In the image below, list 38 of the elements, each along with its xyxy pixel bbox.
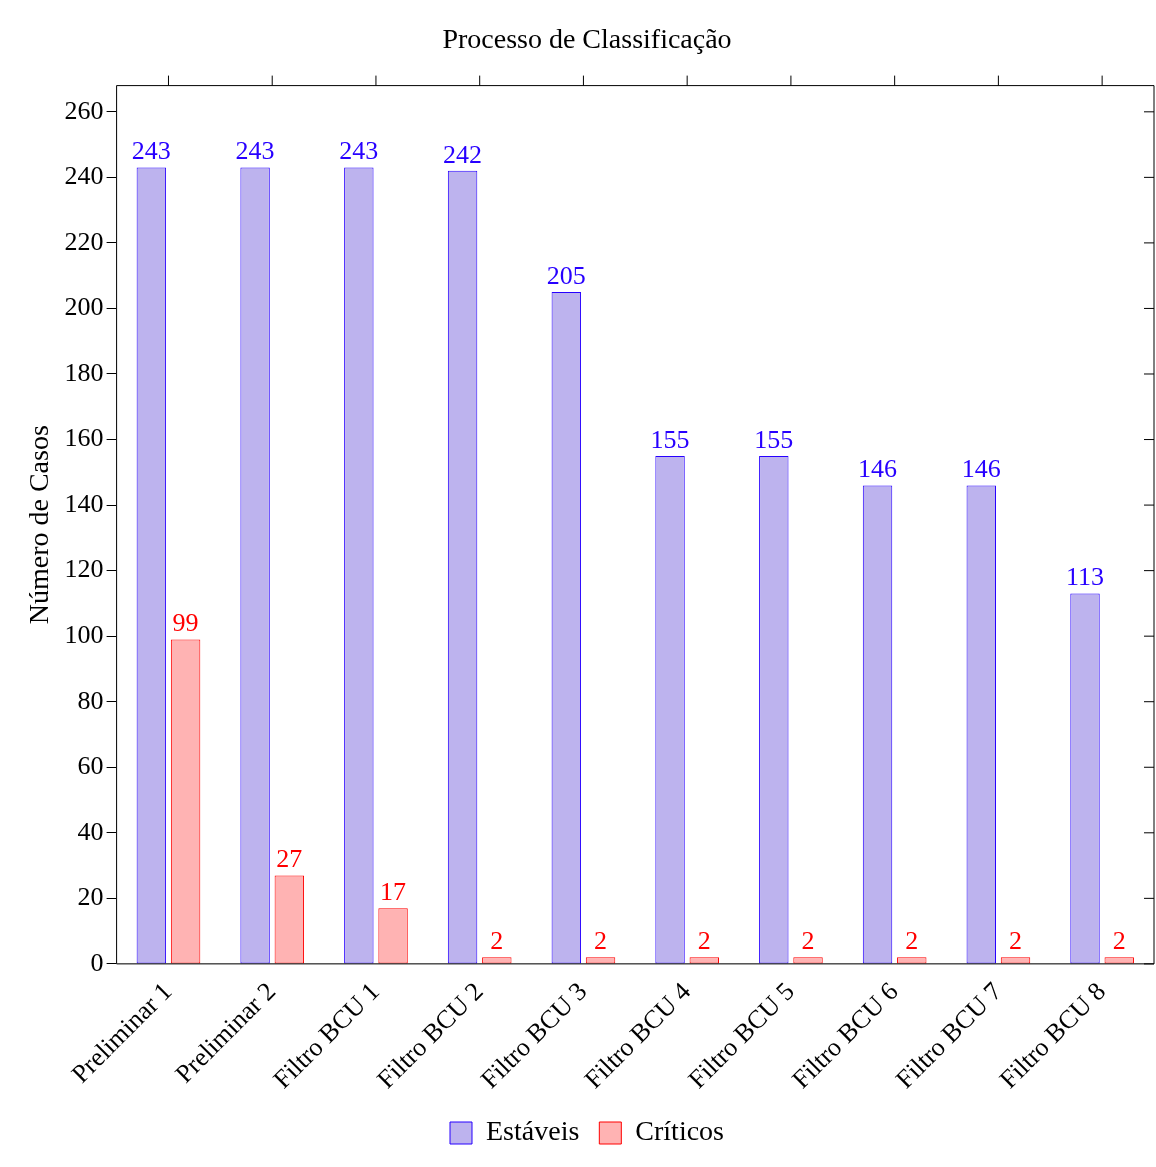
legend-label: Críticos — [635, 1115, 724, 1147]
y-tick-label: 20 — [77, 882, 104, 912]
data-label: 99 — [172, 608, 199, 638]
data-label: 243 — [131, 136, 171, 166]
y-tick-label: 0 — [90, 947, 104, 977]
y-tick-label: 240 — [64, 161, 104, 191]
y-axis-title: Número de Casos — [23, 425, 55, 625]
data-label: 242 — [443, 139, 483, 169]
data-label: 243 — [235, 136, 275, 166]
data-label: 2 — [1009, 926, 1023, 956]
y-tick-label: 60 — [77, 751, 104, 781]
y-tick-label: 80 — [77, 685, 104, 715]
data-label: 113 — [1065, 562, 1105, 592]
chart-title: Processo de Classificação — [442, 23, 732, 55]
y-tick-label: 180 — [64, 357, 104, 387]
y-tick-label: 100 — [64, 620, 104, 649]
y-tick-label: 260 — [64, 95, 104, 125]
data-label: 155 — [754, 424, 794, 454]
data-label: 2 — [697, 926, 711, 956]
y-tick-label: 40 — [77, 816, 104, 846]
data-label: 146 — [961, 454, 1001, 484]
data-label: 155 — [650, 424, 690, 454]
data-label: 2 — [801, 926, 815, 956]
data-label: 146 — [858, 454, 898, 484]
y-tick-label: 160 — [64, 423, 104, 453]
legend-label: Estáveis — [486, 1115, 580, 1147]
data-label: 2 — [594, 926, 608, 956]
data-label: 2 — [490, 926, 504, 956]
y-tick-label: 200 — [64, 292, 104, 322]
y-tick-label: 220 — [64, 226, 104, 256]
data-label: 205 — [546, 260, 586, 290]
data-label: 2 — [1112, 926, 1126, 956]
data-label: 17 — [380, 877, 407, 906]
y-tick-label: 140 — [64, 488, 104, 518]
data-label: 2 — [905, 926, 919, 956]
data-label: 27 — [276, 844, 303, 874]
y-tick-label: 120 — [64, 554, 104, 584]
data-label: 243 — [339, 136, 379, 166]
